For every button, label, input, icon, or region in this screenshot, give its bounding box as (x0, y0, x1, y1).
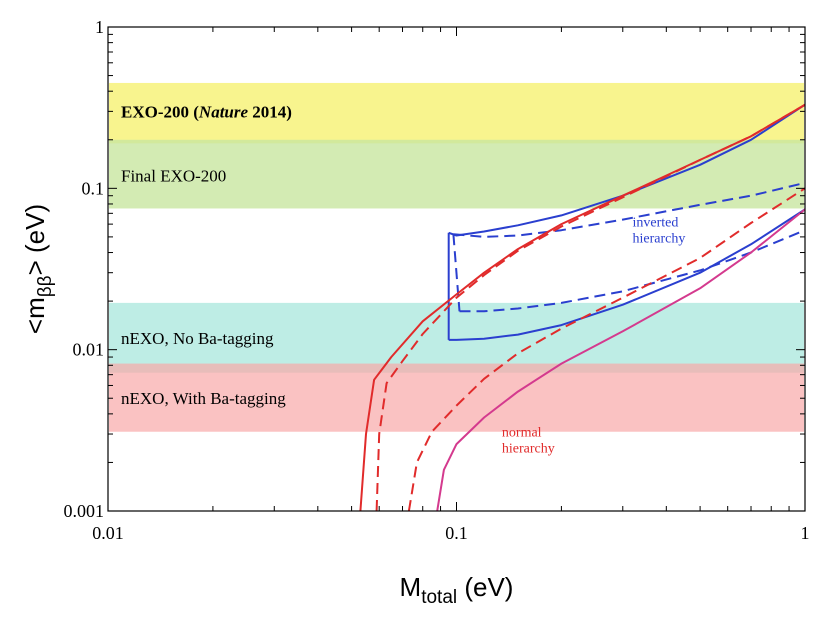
annotation-line: inverted (633, 216, 679, 231)
band-label-nexo-no-ba: nEXO, No Ba-tagging (121, 329, 274, 348)
annotation-line: hierarchy (502, 441, 555, 456)
y-label-post: > (eV) (20, 204, 50, 276)
series-normal-dashed-lower (407, 187, 806, 512)
annotation-line: hierarchy (633, 232, 686, 247)
band-label-exo200-nature: EXO-200 (Nature 2014) (121, 102, 292, 121)
annotation-line: normal (502, 425, 542, 440)
series-inverted-solid-lower (448, 208, 806, 341)
y-label-pre: <m (20, 297, 50, 334)
band-label-part: nEXO, With Ba-tagging (121, 389, 286, 408)
series-normal-dashed-upper (375, 103, 806, 512)
band-label-part: EXO-200 ( (121, 102, 199, 121)
band-label-part: Nature (198, 102, 249, 121)
series-inverted-dashed-left-edge (452, 234, 461, 312)
band-label-part: nEXO, No Ba-tagging (121, 329, 274, 348)
band-label-nexo-with-ba: nEXO, With Ba-tagging (121, 389, 286, 408)
annotation-normal-label: normal hierarchy (502, 425, 555, 456)
series-normal-solid-lower (436, 208, 806, 512)
y-tick-label: 0.001 (64, 501, 105, 521)
band-nexo-no-ba (109, 302, 804, 373)
x-tick-label: 1 (801, 523, 810, 543)
y-tick-label: 1 (95, 17, 104, 37)
band-label-part: 2014) (248, 102, 292, 121)
x-axis-label: Mtotal (eV) (400, 572, 514, 608)
bands (109, 82, 804, 432)
y-axis-label: <mββ> (eV) (20, 204, 56, 334)
x-label-unit: (eV) (457, 572, 513, 602)
band-nexo-with-ba (109, 363, 804, 432)
band-label-part: Final EXO-200 (121, 167, 226, 186)
y-tick-label: 0.1 (82, 178, 105, 198)
x-label-sub: total (421, 587, 457, 608)
x-label-main: M (400, 572, 422, 602)
y-label-sub: ββ (35, 275, 56, 297)
y-tick-label: 0.01 (73, 340, 105, 360)
annotation-inverted-label: inverted hierarchy (633, 216, 686, 247)
band-label-final-exo200: Final EXO-200 (121, 167, 226, 186)
x-tick-label: 0.01 (92, 523, 124, 543)
band-final-exo200 (109, 139, 804, 209)
series-inverted-dashed-upper (453, 181, 806, 238)
band-exo200-nature (109, 82, 804, 144)
curves (359, 103, 806, 512)
series-inverted-dashed-lower (459, 229, 806, 313)
series-inverted-solid-upper (448, 103, 806, 237)
x-tick-label: 0.1 (445, 523, 468, 543)
band-labels: EXO-200 (Nature 2014) Final EXO-200 nEXO, … (121, 102, 292, 408)
